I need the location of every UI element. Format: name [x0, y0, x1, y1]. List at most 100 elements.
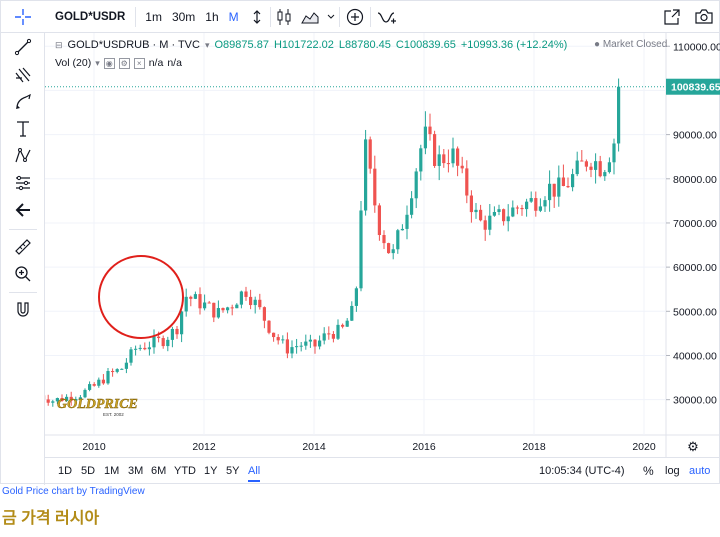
x-tick-label: 2012	[192, 441, 216, 453]
separator	[9, 292, 37, 293]
x-tick-label: 2014	[302, 441, 326, 453]
candle-body	[253, 299, 257, 306]
volume-dropdown-icon[interactable]: ▾	[95, 57, 100, 68]
interval-1h[interactable]: 1h	[205, 9, 219, 24]
market-status: ● Market Closed	[594, 39, 668, 50]
candle-body	[175, 328, 179, 335]
candle-body	[267, 320, 271, 333]
candle-body	[552, 183, 556, 197]
candle-body	[216, 308, 220, 318]
prediction-icon[interactable]	[1, 170, 45, 196]
close-icon[interactable]: ×	[133, 57, 145, 69]
candle-body	[396, 230, 400, 250]
candle-body	[198, 294, 202, 309]
goldprice-logo-tagline: EST. 2002	[103, 412, 124, 417]
candle-body	[598, 161, 602, 177]
candle-body	[336, 324, 340, 339]
interval-1m[interactable]: 1m	[145, 9, 162, 24]
price-chart[interactable]: 30000.00 40000.00 50000.00 60000.00 70000.00…	[45, 33, 720, 457]
separator	[269, 6, 271, 27]
back-arrow-icon[interactable]	[1, 197, 45, 223]
plus-circle-icon[interactable]	[340, 1, 370, 33]
chart-area[interactable]: 30000.00 40000.00 50000.00 60000.00 70000.00…	[45, 33, 720, 485]
volume-label[interactable]: Vol (20)	[55, 57, 92, 69]
clock[interactable]: 10:05:34 (UTC-4)	[539, 465, 625, 477]
candle-body	[479, 209, 483, 221]
log-toggle[interactable]: log	[665, 465, 680, 477]
highlight-circle	[98, 255, 184, 339]
area-chart-icon[interactable]	[297, 1, 323, 33]
candle-body	[235, 304, 239, 309]
candle-body	[69, 396, 73, 401]
candle-body	[474, 209, 478, 213]
y-tick-label: 60000.00	[673, 262, 717, 274]
magnet-icon[interactable]	[1, 297, 45, 323]
candle-body	[331, 334, 335, 339]
range-1y[interactable]: 1Y	[204, 465, 218, 477]
chart-type-dropdown-icon[interactable]	[323, 1, 339, 33]
candle-body	[469, 195, 473, 213]
collapse-icon[interactable]: ⊟	[55, 39, 63, 50]
candle-body	[262, 307, 266, 321]
symbol-search[interactable]: GOLD*USDR	[55, 10, 126, 23]
candle-body	[244, 291, 248, 297]
candle-body	[193, 294, 197, 299]
x-tick-label: 2020	[632, 441, 656, 453]
legend-dropdown-icon[interactable]: ▾	[204, 39, 210, 50]
candle-body	[451, 148, 455, 164]
trend-line-icon[interactable]	[1, 34, 45, 60]
percent-toggle[interactable]: %	[643, 464, 654, 478]
candle-body	[488, 215, 492, 230]
crosshair-icon[interactable]	[1, 1, 45, 33]
candle-body	[511, 207, 515, 217]
range-3m[interactable]: 3M	[128, 465, 144, 477]
interval-30m[interactable]: 30m	[171, 9, 196, 24]
brush-icon[interactable]	[1, 89, 45, 115]
text-icon[interactable]	[1, 116, 45, 142]
pattern-icon[interactable]	[1, 143, 45, 169]
range-5d[interactable]: 5D	[81, 465, 96, 477]
indicators-icon[interactable]	[371, 1, 403, 33]
legend-symbol[interactable]: GOLD*USDRUB · M · TVC	[67, 39, 200, 51]
range-1d[interactable]: 1D	[58, 465, 73, 477]
interval-month[interactable]: M	[228, 9, 239, 24]
candle-body	[184, 296, 188, 312]
camera-icon[interactable]	[687, 1, 720, 33]
legend-open: O89875.87	[214, 39, 269, 51]
interval-dropdown-icon[interactable]	[244, 1, 270, 33]
fullscreen-icon[interactable]	[657, 1, 687, 33]
ruler-icon[interactable]	[1, 234, 45, 260]
zoom-icon[interactable]	[1, 261, 45, 287]
range-5y[interactable]: 5Y	[226, 465, 240, 477]
attribution-link[interactable]: Gold Price chart by TradingView	[2, 486, 145, 497]
candle-body	[502, 209, 506, 222]
candle-body	[354, 288, 358, 306]
candle-body	[147, 347, 151, 350]
fib-icon[interactable]	[1, 62, 45, 88]
settings-icon[interactable]: ⚙	[118, 57, 130, 69]
candle-body	[529, 198, 533, 202]
separator	[135, 6, 137, 27]
candle-body	[483, 220, 487, 230]
y-tick-label: 30000.00	[673, 395, 717, 407]
range-6m[interactable]: 6M	[151, 465, 167, 477]
candle-body	[525, 201, 529, 210]
candle-body	[120, 368, 124, 370]
range-all[interactable]: All	[248, 465, 261, 482]
chart-widget: GOLD*USDR 1m 30m 1h M	[0, 0, 720, 485]
candle-body	[313, 339, 317, 347]
candle-icon[interactable]	[271, 1, 297, 33]
candle-body	[538, 206, 542, 211]
candle-body	[258, 299, 262, 308]
eye-icon[interactable]: ◉	[103, 57, 115, 69]
range-1m[interactable]: 1M	[104, 465, 120, 477]
candle-body	[65, 396, 69, 401]
range-ytd[interactable]: YTD	[174, 465, 196, 477]
x-tick-label: 2016	[412, 441, 436, 453]
candle-body	[83, 389, 87, 398]
candle-body	[97, 379, 101, 386]
candle-body	[239, 291, 243, 305]
last-price-label: 100839.65	[671, 82, 720, 94]
auto-toggle[interactable]: auto	[689, 465, 711, 477]
candle-body	[276, 337, 280, 341]
